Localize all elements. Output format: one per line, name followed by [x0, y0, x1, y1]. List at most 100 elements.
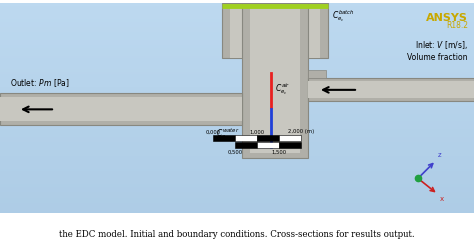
- Bar: [0, 74, 474, 77]
- Bar: [0, 100, 474, 103]
- Bar: [0, 142, 474, 145]
- Bar: [0, 32, 474, 35]
- Bar: [235, 135, 257, 141]
- Bar: [0, 71, 474, 74]
- Bar: [0, 187, 474, 190]
- Bar: [0, 103, 474, 106]
- Text: 1,000: 1,000: [249, 129, 264, 134]
- Bar: [0, 155, 474, 158]
- Text: 0,000: 0,000: [205, 129, 220, 134]
- Bar: [213, 135, 235, 141]
- Bar: [0, 16, 474, 19]
- Bar: [0, 208, 474, 211]
- Text: 1,500: 1,500: [272, 150, 287, 155]
- Bar: [0, 176, 474, 179]
- Bar: [0, 61, 474, 64]
- Bar: [0, 110, 474, 114]
- Bar: [0, 210, 474, 213]
- Bar: [0, 50, 474, 53]
- Bar: [0, 55, 474, 58]
- Bar: [0, 150, 474, 153]
- Bar: [0, 108, 474, 111]
- Text: R18.2: R18.2: [446, 21, 468, 30]
- Bar: [0, 147, 474, 150]
- Bar: [308, 70, 326, 78]
- Bar: [0, 82, 474, 85]
- Bar: [0, 76, 474, 79]
- Bar: [0, 26, 474, 30]
- Bar: [0, 163, 474, 166]
- Bar: [0, 145, 474, 148]
- Bar: [0, 8, 474, 11]
- Bar: [0, 139, 474, 142]
- Text: 2,000 (m): 2,000 (m): [288, 129, 314, 134]
- Bar: [257, 135, 279, 141]
- Text: 0,500: 0,500: [228, 150, 243, 155]
- Bar: [0, 53, 474, 56]
- Bar: [0, 63, 474, 66]
- Bar: [242, 3, 308, 158]
- Bar: [235, 142, 257, 148]
- Bar: [0, 200, 474, 203]
- Bar: [0, 118, 474, 121]
- Bar: [0, 189, 474, 192]
- Bar: [250, 8, 300, 153]
- Bar: [0, 69, 474, 72]
- Bar: [0, 160, 474, 164]
- Bar: [308, 81, 474, 98]
- Bar: [0, 47, 474, 51]
- Bar: [0, 87, 474, 90]
- Bar: [0, 92, 474, 95]
- Bar: [0, 24, 474, 27]
- Bar: [0, 105, 474, 108]
- Bar: [0, 79, 474, 82]
- Bar: [0, 171, 474, 174]
- Bar: [0, 134, 474, 137]
- Bar: [0, 34, 474, 38]
- Bar: [0, 129, 474, 132]
- Bar: [222, 3, 328, 58]
- Bar: [0, 173, 474, 177]
- Bar: [0, 29, 474, 32]
- Bar: [0, 152, 474, 155]
- Bar: [0, 6, 474, 9]
- Text: the EDC model. Initial and boundary conditions. Cross-sections for results outpu: the EDC model. Initial and boundary cond…: [59, 230, 415, 239]
- Bar: [0, 42, 474, 45]
- Bar: [0, 137, 474, 140]
- Bar: [279, 142, 301, 148]
- Bar: [0, 195, 474, 198]
- Bar: [308, 78, 474, 101]
- Bar: [0, 202, 474, 205]
- Bar: [0, 116, 474, 119]
- Bar: [0, 205, 474, 208]
- Bar: [0, 89, 474, 93]
- Bar: [0, 132, 474, 135]
- Bar: [279, 135, 301, 141]
- Bar: [0, 58, 474, 61]
- Bar: [0, 45, 474, 48]
- Bar: [0, 124, 474, 127]
- Text: z: z: [438, 152, 442, 158]
- Text: Inlet: $\mathit{V}$ [m/s],
Volume fraction: Inlet: $\mathit{V}$ [m/s], Volume fracti…: [408, 40, 468, 62]
- Bar: [0, 197, 474, 200]
- Bar: [0, 179, 474, 182]
- Bar: [0, 93, 242, 125]
- Text: x: x: [440, 196, 444, 202]
- Text: $C_{e_c}^{water}$: $C_{e_c}^{water}$: [216, 127, 239, 142]
- Bar: [0, 126, 474, 129]
- Bar: [0, 84, 474, 87]
- Bar: [0, 66, 474, 69]
- Text: $C_{e_c}^{air}$: $C_{e_c}^{air}$: [275, 81, 290, 97]
- Bar: [0, 181, 474, 184]
- Bar: [0, 97, 474, 101]
- Bar: [257, 142, 279, 148]
- Bar: [230, 8, 320, 58]
- Bar: [0, 37, 474, 40]
- Bar: [0, 113, 474, 116]
- Bar: [0, 168, 474, 171]
- Text: $C_{e_c}^{batch}$: $C_{e_c}^{batch}$: [332, 8, 355, 24]
- Text: Outlet: $\mathit{Pm}$ [Pa]: Outlet: $\mathit{Pm}$ [Pa]: [10, 78, 70, 89]
- Text: ANSYS: ANSYS: [426, 13, 468, 23]
- Bar: [0, 11, 474, 14]
- Bar: [0, 121, 474, 124]
